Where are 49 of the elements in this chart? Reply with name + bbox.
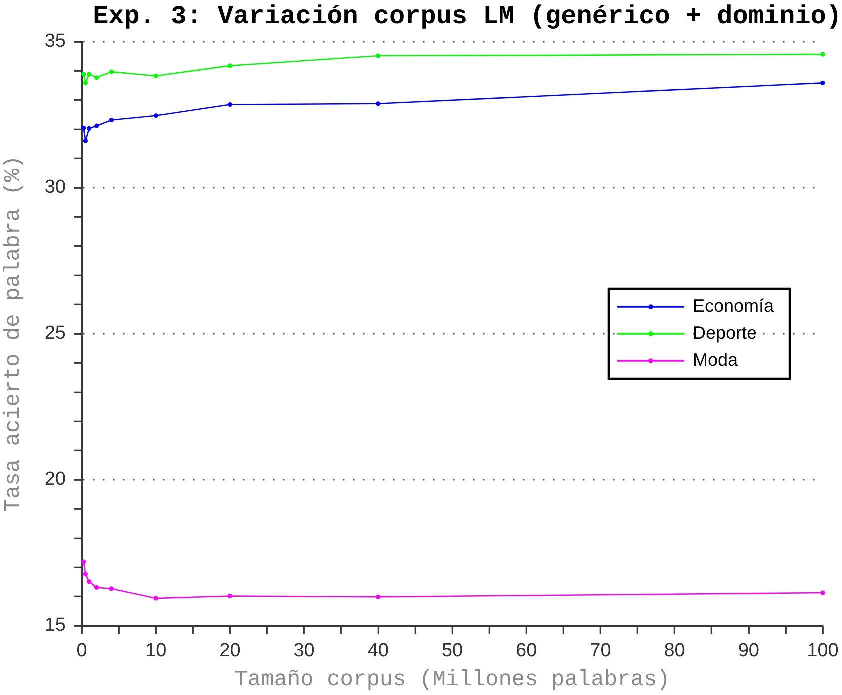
point — [228, 594, 232, 599]
point — [154, 596, 158, 601]
point — [228, 64, 232, 68]
point — [154, 114, 158, 118]
point — [820, 80, 826, 86]
y-tick-label: 30 — [44, 177, 66, 198]
point — [83, 572, 88, 577]
point — [94, 124, 100, 128]
x-tick-label: 40 — [368, 640, 389, 662]
point — [820, 590, 826, 596]
x-tick-label: 10 — [146, 640, 167, 662]
legend-label: Moda — [692, 350, 739, 370]
point — [94, 585, 100, 590]
chart-title: Exp. 3: Variación corpus LM (genérico + dominio) — [93, 2, 842, 32]
point — [376, 54, 381, 58]
x-tick-label: 30 — [294, 640, 315, 662]
x-tick-label: 80 — [664, 640, 686, 662]
y-tick-label: 35 — [44, 31, 66, 52]
y-axis-title: Tasa acierto de palabra (%) — [1, 156, 26, 512]
point — [82, 72, 86, 77]
point — [87, 126, 92, 132]
legend-label: Economía — [692, 296, 775, 316]
x-tick-label: 20 — [220, 640, 241, 662]
point — [109, 118, 114, 123]
point — [109, 70, 114, 74]
x-tick-label: 100 — [807, 640, 839, 662]
legend-label: Deporte — [692, 322, 758, 343]
point — [376, 102, 381, 106]
y-tick-label: 20 — [44, 469, 66, 490]
x-tick-label: 90 — [738, 640, 760, 662]
point — [83, 138, 88, 144]
x-axis-title: Tamaño corpus (Millones palabras) — [234, 668, 670, 693]
y-tick-label: 25 — [44, 323, 66, 344]
point — [94, 76, 100, 80]
point — [154, 74, 158, 78]
y-tick-label: 15 — [44, 615, 66, 636]
point — [109, 586, 114, 592]
point — [82, 560, 86, 564]
point — [87, 72, 92, 77]
x-tick-label: 70 — [590, 640, 612, 662]
point — [82, 126, 86, 130]
point — [87, 580, 92, 584]
x-tick-label: 50 — [442, 640, 464, 662]
point — [820, 52, 826, 57]
x-tick-label: 60 — [516, 640, 538, 662]
point — [376, 594, 381, 600]
point — [228, 102, 232, 108]
point — [83, 80, 88, 86]
x-tick-label: 0 — [76, 640, 88, 662]
